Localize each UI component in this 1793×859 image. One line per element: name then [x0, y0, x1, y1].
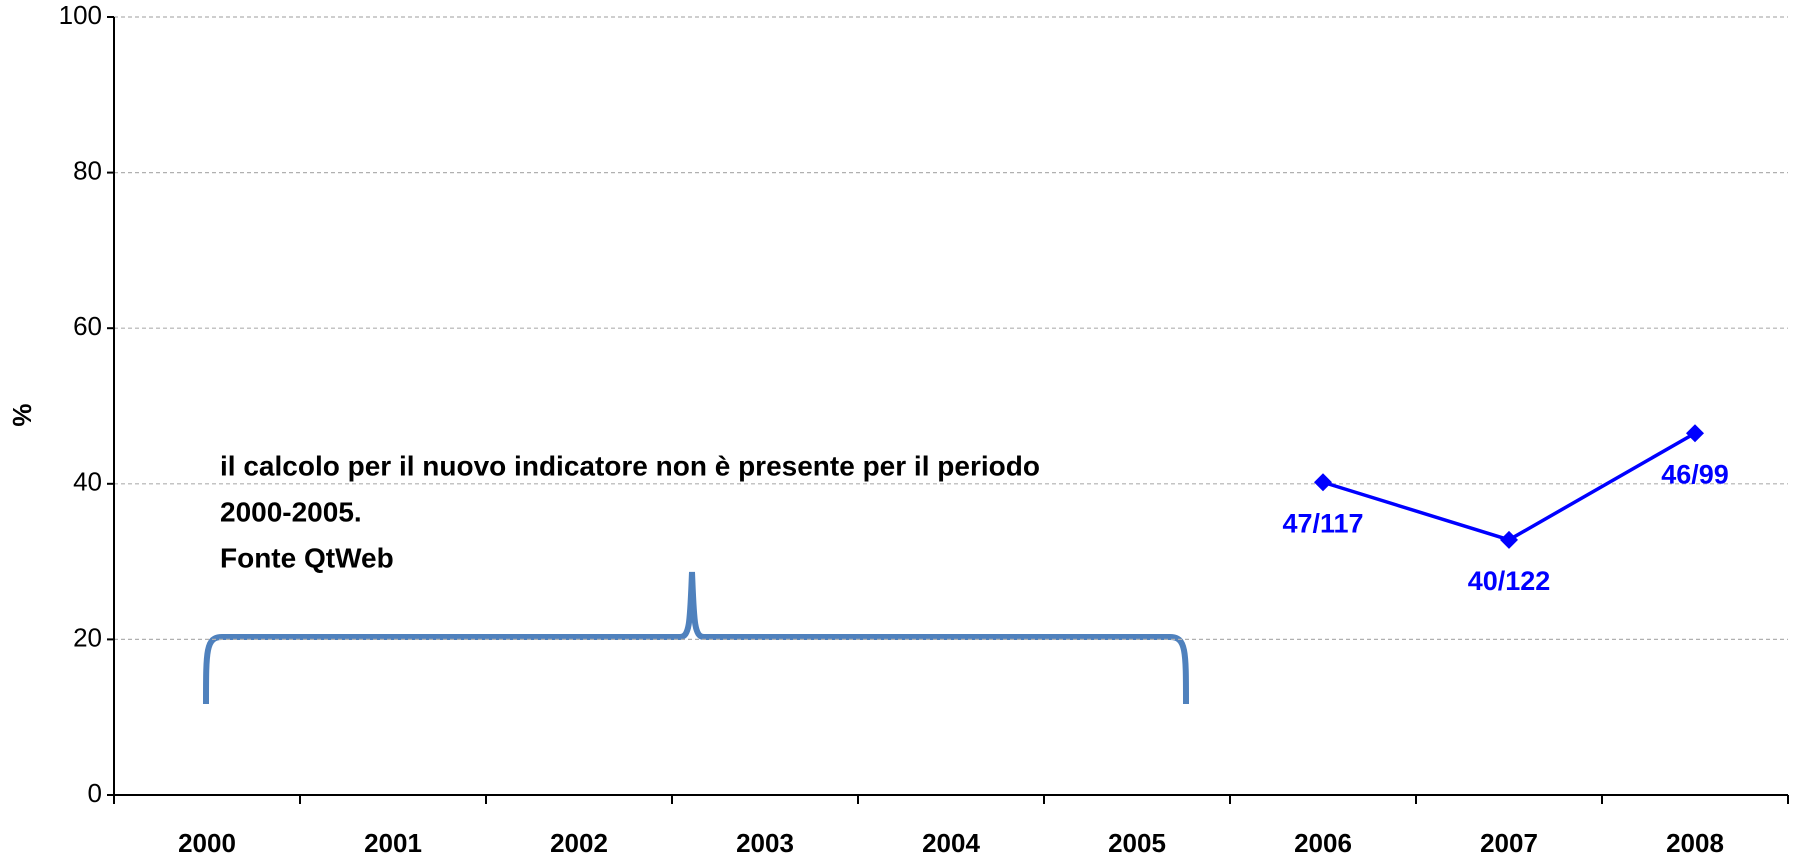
marker [1686, 424, 1704, 443]
y-tick-label: 100 [59, 0, 102, 30]
x-tick-label: 2000 [178, 828, 236, 858]
annotation: il calcolo per il nuovo indicatore non è… [220, 450, 1040, 573]
x-tick-label: 2002 [550, 828, 608, 858]
annotation-line: Fonte QtWeb [220, 542, 394, 573]
y-tick-label: 20 [73, 622, 102, 652]
brace [203, 571, 1189, 705]
y-tick-label: 0 [88, 778, 102, 808]
x-tick-label: 2001 [364, 828, 422, 858]
x-tick-label: 2007 [1480, 828, 1538, 858]
x-tick-label: 2005 [1108, 828, 1166, 858]
x-tick-label: 2003 [736, 828, 794, 858]
y-tick-label: 60 [73, 311, 102, 341]
data-label: 40/122 [1468, 566, 1551, 596]
line [1322, 431, 1696, 542]
annotation-line: 2000-2005. [220, 496, 362, 527]
y-axis-label: % [7, 403, 37, 426]
y-tick-label: 80 [73, 155, 102, 185]
data-label: 46/99 [1661, 459, 1729, 489]
x-tick-label: 2008 [1666, 828, 1724, 858]
x-tick-label: 2004 [922, 828, 980, 858]
y-tick-label: 40 [73, 467, 102, 497]
x-tick-label: 2006 [1294, 828, 1352, 858]
annotation-line: il calcolo per il nuovo indicatore non è… [220, 450, 1040, 481]
marker [1314, 473, 1332, 492]
marker [1500, 530, 1518, 549]
data-label: 47/117 [1282, 508, 1363, 538]
